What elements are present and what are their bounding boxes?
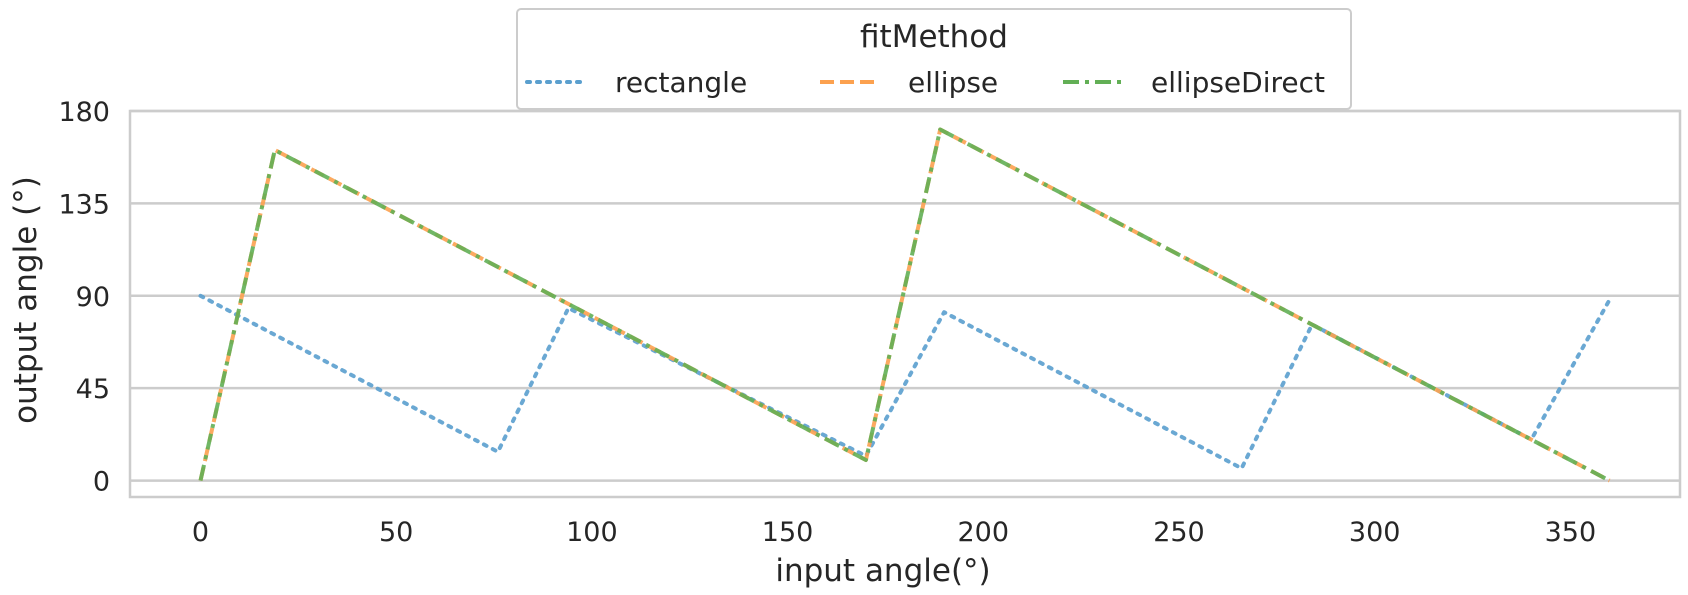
legend-label-rectangle: rectangle bbox=[615, 66, 747, 99]
x-tick-label: 250 bbox=[1153, 517, 1205, 548]
legend-label-ellipseDirect: ellipseDirect bbox=[1151, 66, 1325, 99]
y-tick-label: 0 bbox=[93, 467, 110, 498]
x-tick-label: 200 bbox=[958, 517, 1010, 548]
x-tick-label: 300 bbox=[1349, 517, 1401, 548]
legend-title: fitMethod bbox=[860, 19, 1008, 55]
legend-entries: rectangle ellipse ellipseDirect bbox=[525, 66, 1325, 99]
x-tick-label: 100 bbox=[566, 517, 618, 548]
legend-label-ellipse: ellipse bbox=[908, 66, 998, 99]
x-axis-label: input angle(°) bbox=[775, 553, 990, 589]
tick-labels: 0 45 90 135 180 0 50 100 150 200 250 300 350 bbox=[58, 97, 1596, 548]
series-line-ellipse bbox=[198, 127, 1611, 483]
plot-area-frame bbox=[128, 109, 1682, 499]
x-tick-label: 50 bbox=[379, 517, 413, 548]
y-tick-label: 45 bbox=[76, 374, 110, 405]
y-tick-label: 90 bbox=[76, 282, 110, 313]
x-tick-label: 350 bbox=[1545, 517, 1597, 548]
y-axis-label: output angle (°) bbox=[8, 176, 44, 424]
y-tick-label: 180 bbox=[58, 97, 110, 128]
series-lines bbox=[198, 127, 1612, 483]
legend: fitMethod rectangle ellipse ellipseDirect bbox=[516, 8, 1352, 110]
x-tick-label: 150 bbox=[762, 517, 814, 548]
legend-box bbox=[516, 8, 1352, 110]
series-line-rectangle bbox=[198, 293, 1612, 471]
y-tick-label: 135 bbox=[58, 189, 110, 220]
x-tick-label: 0 bbox=[192, 517, 209, 548]
series-line-ellipseDirect bbox=[198, 127, 1611, 483]
grid-lines bbox=[130, 109, 1680, 482]
